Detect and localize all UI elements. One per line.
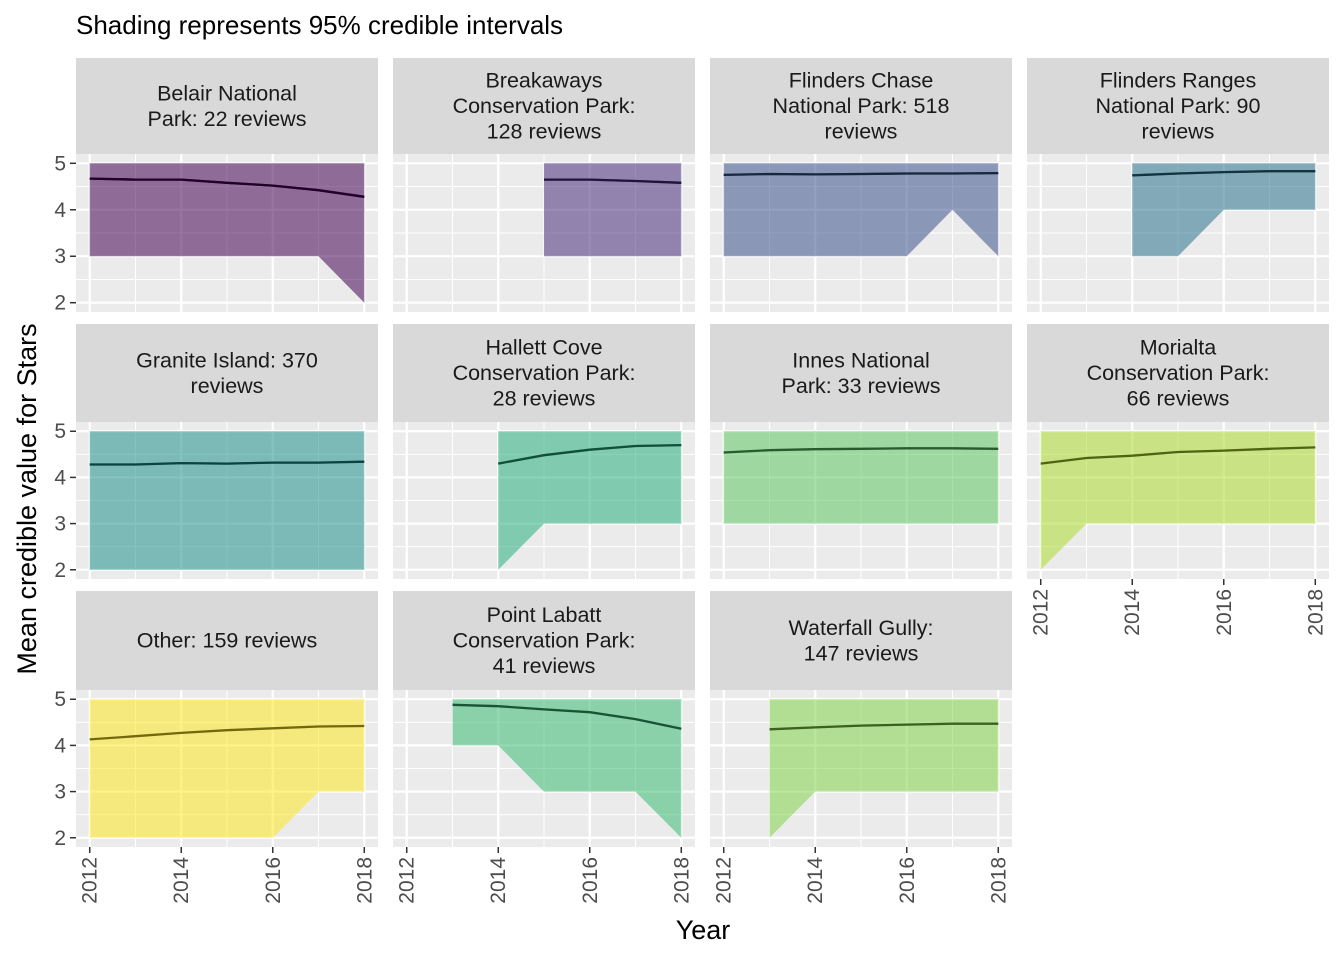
x-tick-label: 2018: [1304, 589, 1327, 636]
x-tick-label: 2016: [896, 857, 919, 904]
facet-panel: Waterfall Gully: 147 reviews 2012 2014 2016 2…: [710, 591, 1012, 904]
x-tick-label: 2016: [1213, 589, 1236, 636]
x-tick-label: 2018: [670, 857, 693, 904]
facet-strip: [76, 58, 378, 154]
x-tick-label: 2016: [262, 857, 285, 904]
chart-title: Shading represents 95% credible interval…: [76, 10, 563, 40]
x-tick-label: 2014: [170, 857, 193, 904]
facet-panel: Hallett Cove Conservation Park: 28 reviews: [393, 324, 695, 579]
mean-line-shade: [769, 722, 999, 731]
facet-label: Belair National Park: 22 reviews: [148, 81, 307, 131]
facet-strip: [393, 591, 695, 690]
facet-strip: [1027, 58, 1329, 154]
y-tick-label: 5: [54, 688, 66, 711]
x-tick-label: 2018: [987, 857, 1010, 904]
facet-panel: Morialta Conservation Park: 66 reviews 2012…: [1027, 324, 1329, 636]
mean-line-shade: [89, 460, 365, 466]
credible-interval-ribbon: [1040, 431, 1316, 570]
facet-strip: [76, 591, 378, 690]
credible-interval-ribbon: [769, 699, 999, 838]
facet-label: Other: 159 reviews: [137, 629, 317, 653]
x-tick-label: 2014: [804, 857, 827, 904]
y-tick-label: 4: [54, 466, 66, 489]
y-tick-label: 5: [54, 420, 66, 443]
y-tick-label: 2: [54, 827, 66, 850]
credible-interval-ribbon: [544, 163, 682, 257]
facet-panel: Belair National Park: 22 reviews 2 3 4 5: [54, 58, 378, 315]
mean-line-shade: [452, 703, 682, 730]
y-tick-label: 5: [54, 152, 66, 175]
facet-panel: Point Labatt Conservation Park: 41 reviews…: [393, 591, 695, 904]
facet-strip: [76, 324, 378, 422]
y-tick-label: 3: [54, 513, 66, 536]
facet-label: Flinders Chase National Park: 518 reviews: [773, 69, 950, 144]
facet-panel: Breakaways Conservation Park: 128 reviews: [393, 58, 695, 312]
facet-strip: [710, 58, 1012, 154]
x-tick-label: 2012: [396, 857, 419, 904]
facet-panel: Flinders Ranges National Park: 90 reviews: [1027, 58, 1329, 312]
facet-strip: [393, 58, 695, 154]
mean-line-shade: [89, 724, 365, 741]
y-tick-label: 2: [54, 292, 66, 315]
y-tick-label: 4: [54, 199, 66, 222]
y-tick-label: 4: [54, 734, 66, 757]
credible-interval-ribbon: [1132, 163, 1316, 257]
mean-line-shade: [89, 177, 365, 198]
credible-interval-ribbon: [452, 699, 682, 838]
facet-label: Innes National Park: 33 reviews: [782, 348, 941, 398]
x-tick-label: 2014: [1121, 589, 1144, 636]
facet-panels: Belair National Park: 22 reviews 2 3 4 5 Break…: [54, 58, 1329, 904]
facet-label: Granite Island: 370 reviews: [136, 348, 318, 398]
mean-line-shade: [723, 171, 999, 177]
mean-line-shade: [723, 447, 999, 454]
credible-interval-ribbon: [498, 431, 682, 570]
x-tick-label: 2012: [1030, 589, 1053, 636]
mean-line-shade: [1040, 446, 1316, 465]
facet-strip: [710, 591, 1012, 690]
facet-strip: [710, 324, 1012, 422]
facet-label: Waterfall Gully: 147 reviews: [789, 616, 934, 666]
x-tick-label: 2016: [579, 857, 602, 904]
facet-label: Morialta Conservation Park: 66 reviews: [1087, 336, 1270, 411]
facet-label: Breakaways Conservation Park: 128 reviews: [453, 69, 636, 144]
y-tick-label: 3: [54, 245, 66, 268]
x-axis-title: Year: [676, 915, 731, 945]
facet-panel: Innes National Park: 33 reviews: [710, 324, 1012, 579]
facet-label: Hallett Cove Conservation Park: 28 reviews: [453, 336, 636, 411]
y-tick-label: 2: [54, 559, 66, 582]
y-axis-title: Mean credible value for Stars: [12, 323, 42, 674]
facet-panel: Flinders Chase National Park: 518 reviews: [710, 58, 1012, 312]
facet-label: Point Labatt Conservation Park: 41 reviews: [453, 603, 636, 678]
credible-interval-ribbon: [89, 431, 365, 570]
facet-strip: [1027, 324, 1329, 422]
mean-line-shade: [544, 178, 682, 184]
facet-label: Flinders Ranges National Park: 90 reviews: [1096, 69, 1261, 144]
credible-interval-ribbon: [89, 163, 365, 303]
x-tick-label: 2014: [487, 857, 510, 904]
credible-interval-ribbon: [723, 163, 999, 257]
credible-interval-ribbon: [723, 431, 999, 524]
mean-line-shade: [1132, 170, 1316, 177]
mean-line-shade: [497, 443, 682, 465]
x-tick-label: 2018: [353, 857, 376, 904]
facet-strip: [393, 324, 695, 422]
x-tick-label: 2012: [79, 857, 102, 904]
y-tick-label: 3: [54, 781, 66, 804]
facet-panel: Granite Island: 370 reviews 2 3 4 5: [54, 324, 378, 582]
x-tick-label: 2012: [713, 857, 736, 904]
facet-panel: Other: 159 reviews 2 3 4 5 2012 2014 2016 2018: [54, 591, 378, 904]
